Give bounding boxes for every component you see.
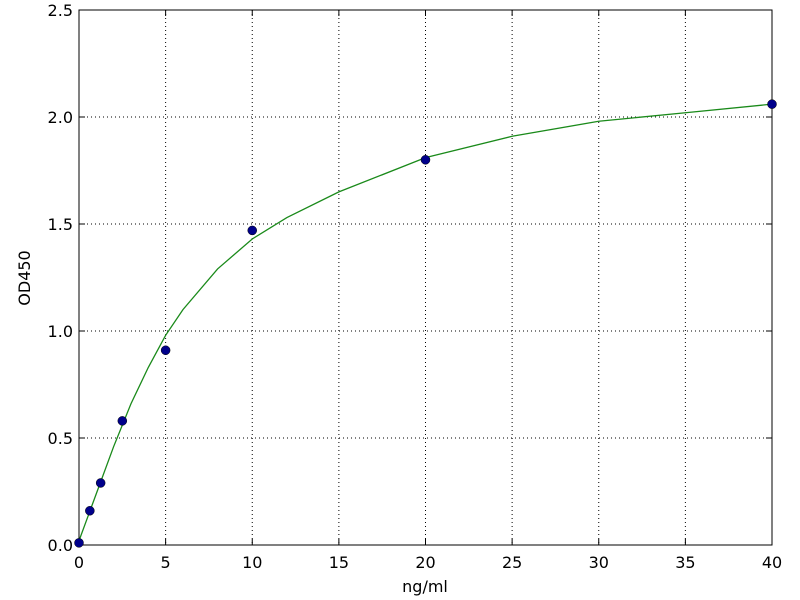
x-tick-label: 15 — [329, 553, 349, 572]
x-tick-label: 5 — [161, 553, 171, 572]
x-tick-label: 25 — [502, 553, 522, 572]
data-point — [95, 478, 106, 488]
x-axis-label: ng/ml — [402, 577, 448, 596]
y-tick-label: 0.5 — [48, 429, 73, 448]
data-point — [247, 225, 257, 236]
y-axis-label: OD450 — [15, 250, 34, 305]
y-tick-label: 2.0 — [48, 108, 73, 127]
x-tick-label: 30 — [589, 553, 609, 572]
data-point — [767, 99, 777, 109]
data-point — [85, 506, 95, 516]
data-point — [160, 345, 171, 356]
x-tick-label: 20 — [415, 553, 435, 572]
y-tick-label: 1.5 — [48, 215, 73, 234]
data-point — [117, 416, 128, 426]
y-tick-label: 1.0 — [48, 322, 73, 341]
x-tick-label: 10 — [242, 553, 262, 572]
data-point — [420, 155, 431, 165]
x-tick-label: 35 — [675, 553, 695, 572]
x-tick-label: 0 — [74, 553, 84, 572]
y-tick-label: 2.5 — [48, 1, 73, 20]
plot-frame — [78, 9, 773, 546]
fit-curve — [78, 103, 773, 541]
y-tick-label: 0.0 — [48, 536, 73, 555]
x-tick-label: 40 — [762, 553, 782, 572]
data-point — [74, 538, 84, 548]
